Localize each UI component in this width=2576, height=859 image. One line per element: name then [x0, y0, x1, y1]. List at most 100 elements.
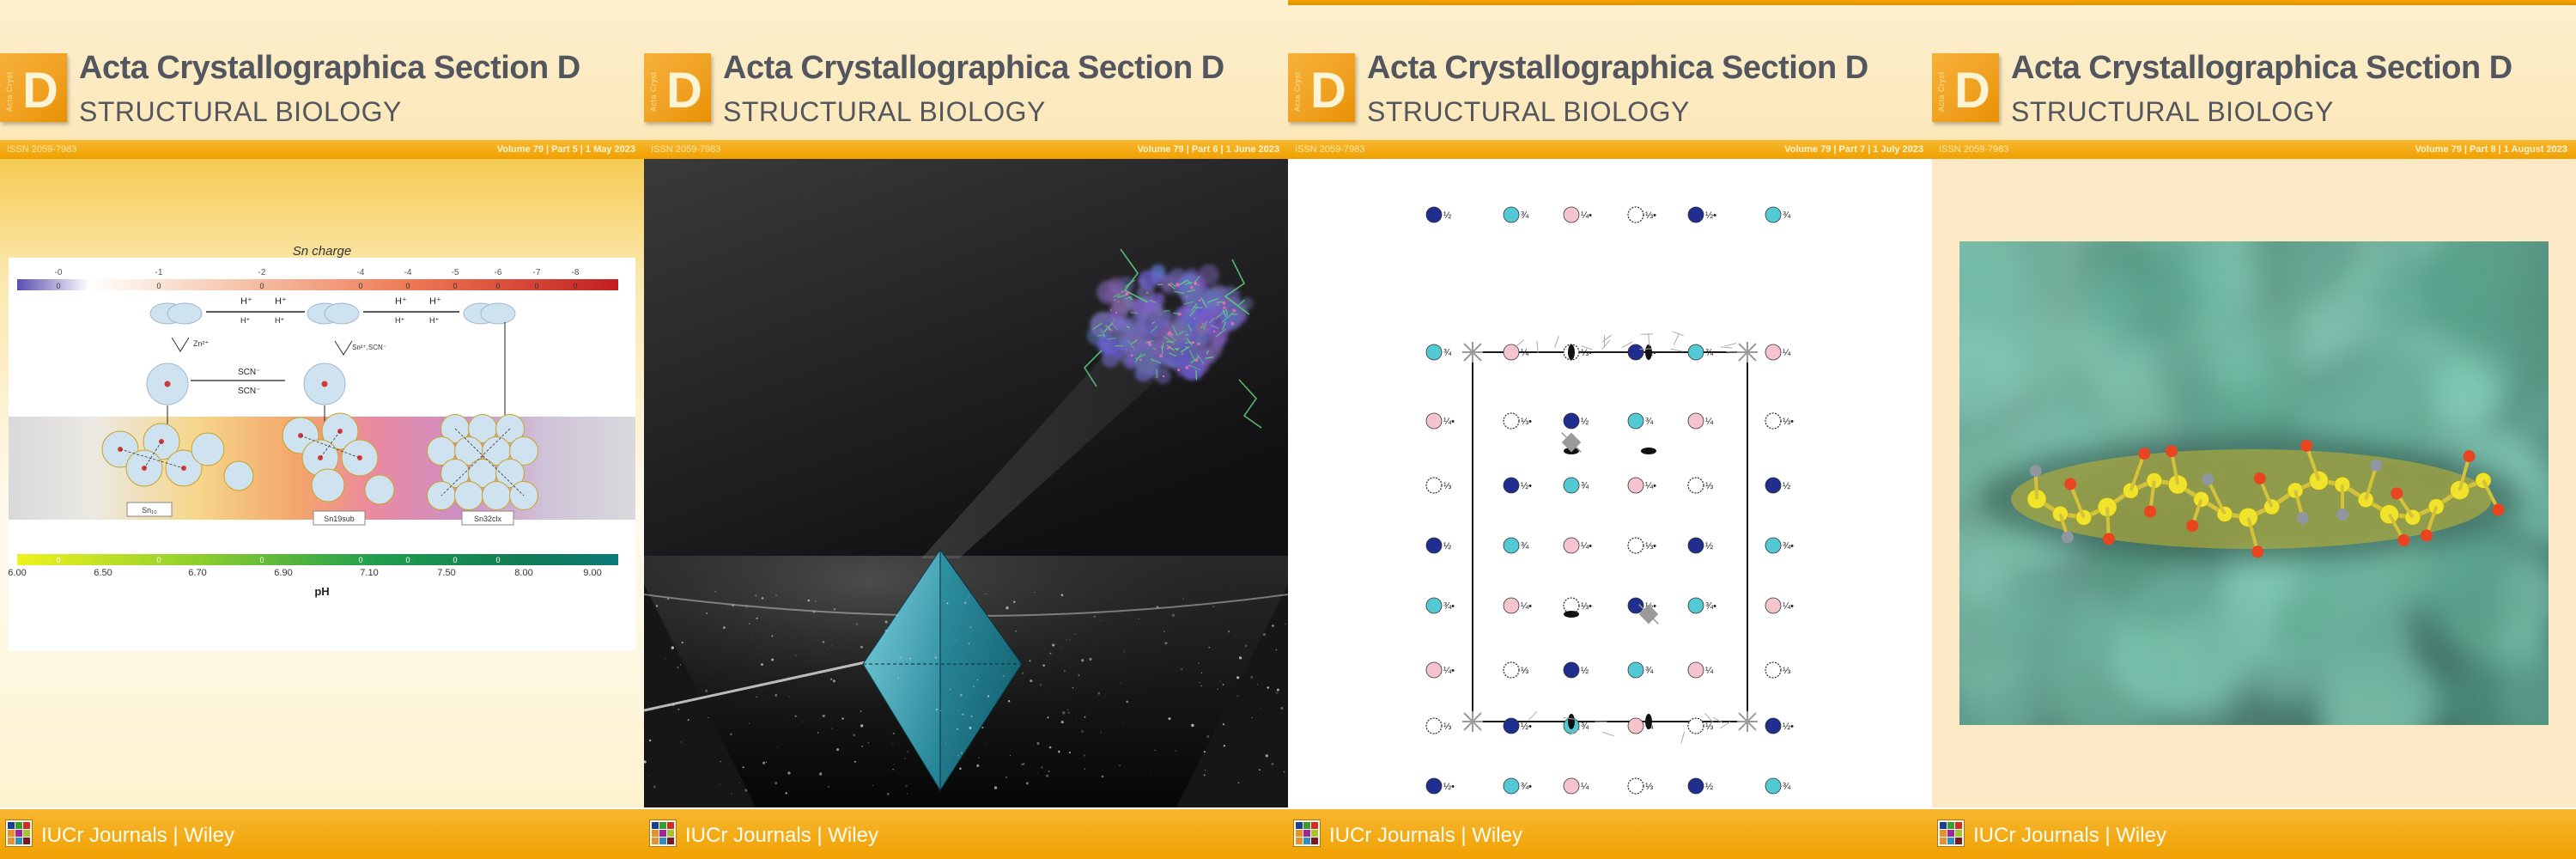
svg-text:⅓: ⅓ [1705, 481, 1713, 491]
svg-text:0: 0 [156, 556, 161, 564]
svg-text:¼•: ¼• [1581, 210, 1592, 221]
svg-text:¾: ¾ [1645, 666, 1654, 676]
svg-text:½: ½ [1581, 417, 1589, 427]
svg-text:0: 0 [495, 282, 500, 290]
svg-text:-4: -4 [404, 268, 412, 277]
svg-text:⅓•: ⅓• [1645, 541, 1656, 551]
svg-text:½•: ½• [1521, 481, 1532, 491]
svg-text:SCN⁻: SCN⁻ [238, 368, 260, 377]
svg-text:¾•: ¾• [1443, 601, 1455, 612]
svg-text:0: 0 [573, 282, 577, 290]
svg-text:0: 0 [405, 282, 410, 290]
svg-text:Sn²⁺,SCN⁻: Sn²⁺,SCN⁻ [352, 344, 386, 351]
svg-text:⅓: ⅓ [1783, 666, 1790, 676]
svg-text:¾•: ¾• [1783, 541, 1794, 551]
svg-text:⅓•: ⅓• [1783, 417, 1794, 427]
svg-text:-1: -1 [155, 268, 163, 277]
svg-text:-2: -2 [258, 268, 266, 277]
svg-text:⅓•: ⅓• [1521, 417, 1532, 427]
svg-text:0: 0 [259, 556, 264, 564]
svg-text:0: 0 [56, 282, 60, 290]
svg-text:0: 0 [56, 556, 60, 564]
svg-text:SCN⁻: SCN⁻ [238, 387, 260, 396]
svg-text:½: ½ [1783, 481, 1790, 491]
svg-text:-8: -8 [572, 268, 580, 277]
svg-text:½•: ½• [1443, 782, 1455, 792]
svg-text:¾: ¾ [1581, 722, 1589, 732]
svg-text:¼•: ¼• [1443, 417, 1455, 427]
svg-text:-6: -6 [495, 268, 502, 277]
svg-text:6.00: 6.00 [8, 568, 26, 578]
svg-text:-4: -4 [357, 268, 365, 277]
svg-text:0: 0 [156, 282, 161, 290]
svg-text:½: ½ [1705, 782, 1713, 792]
svg-text:¾: ¾ [1645, 417, 1654, 427]
svg-text:0: 0 [534, 282, 538, 290]
svg-text:¾: ¾ [1783, 782, 1791, 792]
svg-text:⅓: ⅓ [1705, 722, 1713, 732]
svg-text:¼: ¼ [1521, 348, 1529, 358]
svg-text:H⁺: H⁺ [240, 296, 252, 307]
svg-text:0: 0 [405, 556, 410, 564]
svg-text:0: 0 [358, 556, 362, 564]
svg-text:⅓: ⅓ [1443, 722, 1451, 732]
svg-text:¾: ¾ [1705, 348, 1714, 358]
svg-text:Sn19sub: Sn19sub [324, 515, 355, 523]
svg-text:0: 0 [453, 282, 457, 290]
svg-text:9.00: 9.00 [583, 568, 601, 578]
svg-text:0: 0 [453, 556, 457, 564]
svg-text:6.70: 6.70 [188, 568, 206, 578]
svg-text:0: 0 [259, 282, 264, 290]
svg-text:6.50: 6.50 [94, 568, 112, 578]
svg-text:⅓: ⅓ [1521, 666, 1528, 676]
svg-text:¾: ¾ [1443, 348, 1452, 358]
svg-text:7.50: 7.50 [437, 568, 455, 578]
svg-text:⅓•: ⅓• [1645, 210, 1656, 221]
svg-text:½•: ½• [1521, 722, 1532, 732]
svg-text:Sn charge: Sn charge [293, 244, 351, 259]
svg-text:⅓•: ⅓• [1581, 601, 1592, 612]
svg-text:H⁺: H⁺ [429, 296, 441, 307]
svg-text:⅓: ⅓ [1443, 481, 1451, 491]
svg-text:½: ½ [1705, 541, 1713, 551]
svg-text:½: ½ [1581, 666, 1589, 676]
svg-text:¾: ¾ [1521, 210, 1529, 221]
svg-text:H⁺: H⁺ [395, 316, 404, 325]
svg-text:7.10: 7.10 [360, 568, 378, 578]
svg-text:Sn₁₀: Sn₁₀ [142, 506, 157, 515]
svg-text:¼•: ¼• [1783, 601, 1794, 612]
svg-text:½•: ½• [1705, 210, 1716, 221]
svg-text:¾: ¾ [1521, 541, 1529, 551]
svg-text:Sn32clx: Sn32clx [474, 515, 502, 523]
svg-text:¼: ¼ [1705, 417, 1714, 427]
svg-text:¼: ¼ [1581, 782, 1589, 792]
svg-text:¾: ¾ [1783, 210, 1791, 221]
svg-text:pH: pH [314, 585, 329, 598]
svg-text:-0: -0 [55, 268, 63, 277]
svg-text:¼•: ¼• [1645, 481, 1656, 491]
svg-text:-7: -7 [533, 268, 541, 277]
svg-text:½: ½ [1443, 541, 1451, 551]
svg-text:0: 0 [358, 282, 362, 290]
svg-text:½•: ½• [1783, 722, 1794, 732]
svg-text:½: ½ [1443, 210, 1451, 221]
svg-text:¼: ¼ [1783, 348, 1791, 358]
svg-text:¾: ¾ [1581, 481, 1589, 491]
svg-text:⅓: ⅓ [1645, 782, 1653, 792]
svg-text:H⁺: H⁺ [240, 316, 250, 325]
svg-text:H⁺: H⁺ [395, 296, 407, 307]
svg-text:8.00: 8.00 [514, 568, 532, 578]
svg-text:¼•: ¼• [1443, 666, 1455, 676]
svg-text:¼: ¼ [1705, 666, 1714, 676]
svg-text:-5: -5 [452, 268, 459, 277]
svg-text:¾•: ¾• [1521, 782, 1532, 792]
svg-text:Zn²⁺: Zn²⁺ [193, 339, 210, 348]
svg-text:H⁺: H⁺ [275, 316, 284, 325]
svg-text:0: 0 [495, 556, 500, 564]
svg-text:H⁺: H⁺ [429, 316, 439, 325]
svg-text:¼•: ¼• [1581, 541, 1592, 551]
svg-text:H⁺: H⁺ [275, 296, 287, 307]
svg-text:¾•: ¾• [1705, 601, 1716, 612]
svg-text:6.90: 6.90 [274, 568, 292, 578]
svg-text:¼•: ¼• [1521, 601, 1532, 612]
